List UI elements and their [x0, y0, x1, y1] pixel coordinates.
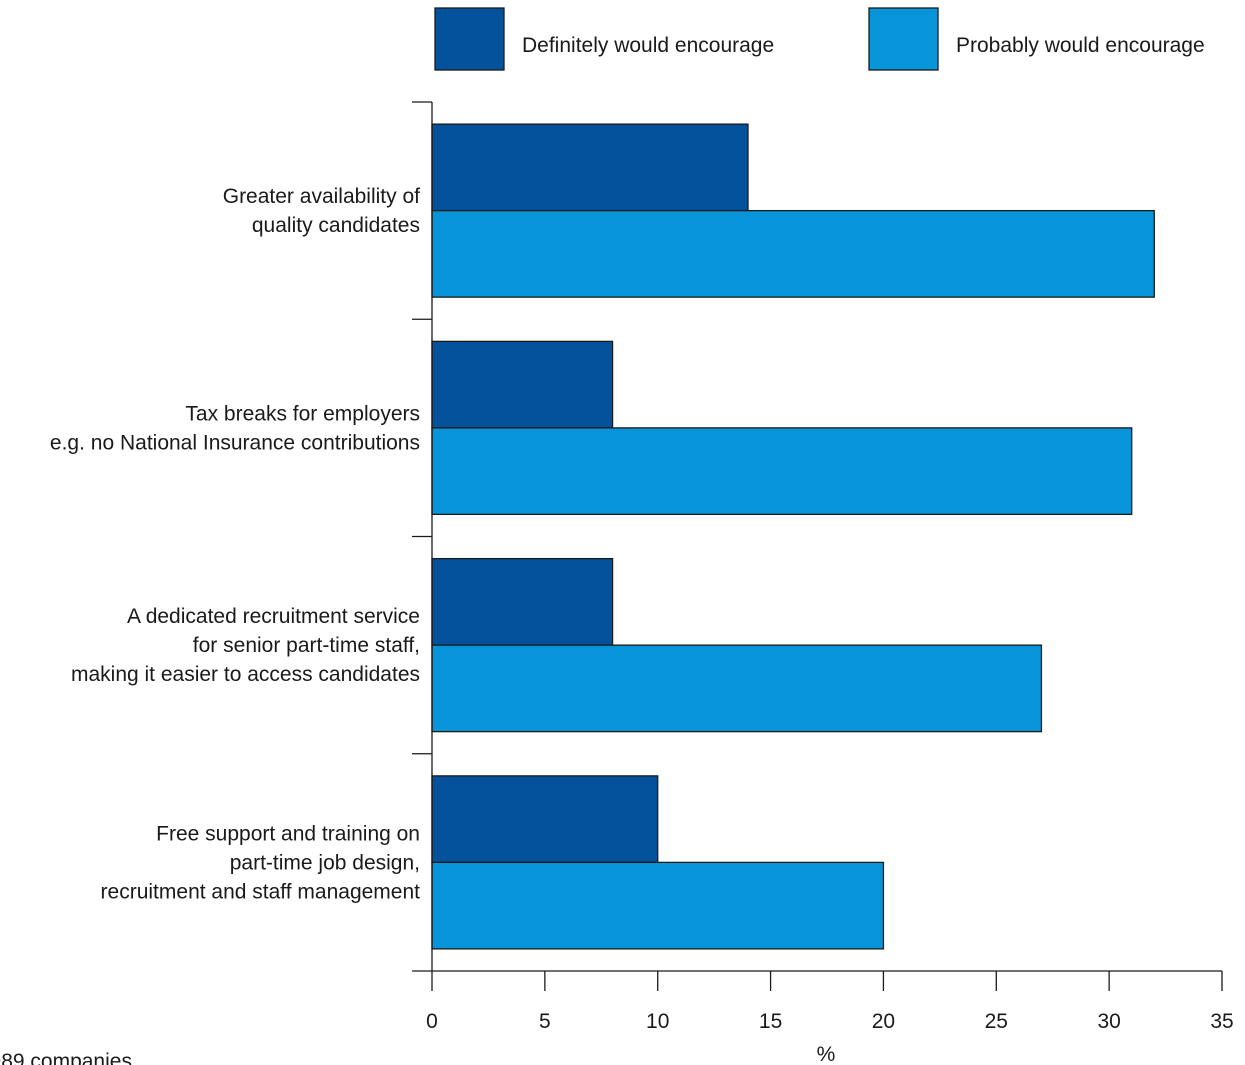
- x-tick-label: 10: [646, 1010, 669, 1033]
- category-label-2: Tax breaks for employers e.g. no National…: [50, 402, 420, 454]
- x-tick-label: 30: [1097, 1010, 1120, 1033]
- legend-label-2: Probably would encourage: [956, 34, 1205, 57]
- x-tick-label: 20: [872, 1010, 895, 1033]
- bar-probably-2: [431, 427, 1133, 516]
- legend-label-1: Definitely would encourage: [522, 34, 774, 57]
- bar-probably-4: [431, 861, 885, 950]
- footnote: Base: 989 companies: [0, 1050, 132, 1065]
- x-tick-label: 0: [426, 1010, 438, 1033]
- x-tick-label: 15: [759, 1010, 782, 1033]
- bar-probably-1: [431, 209, 1155, 298]
- legend-swatch-2: [868, 7, 939, 71]
- chart-legend: Definitely would encourage Probably would…: [434, 7, 1205, 71]
- bar-definitely-3: [431, 557, 614, 646]
- axes-group: 0 5 10 15 20 25 30 35: [412, 101, 1234, 1033]
- bars-group: [431, 123, 1155, 950]
- bar-definitely-1: [431, 123, 749, 212]
- category-label-1: Greater availability of quality candidate…: [223, 185, 420, 237]
- category-labels: Greater availability of quality candidate…: [50, 185, 420, 903]
- bar-definitely-2: [431, 340, 614, 429]
- category-label-4: Free support and training on part-time jo…: [101, 822, 421, 903]
- x-tick-label: 5: [539, 1010, 551, 1033]
- category-label-3: A dedicated recruitment service for senio…: [71, 605, 420, 686]
- x-tick-label: 25: [985, 1010, 1008, 1033]
- legend-swatch-1: [434, 7, 505, 71]
- bar-probably-3: [431, 644, 1043, 733]
- x-axis-label: %: [817, 1043, 836, 1065]
- x-tick-label: 35: [1210, 1010, 1233, 1033]
- bar-definitely-4: [431, 775, 659, 864]
